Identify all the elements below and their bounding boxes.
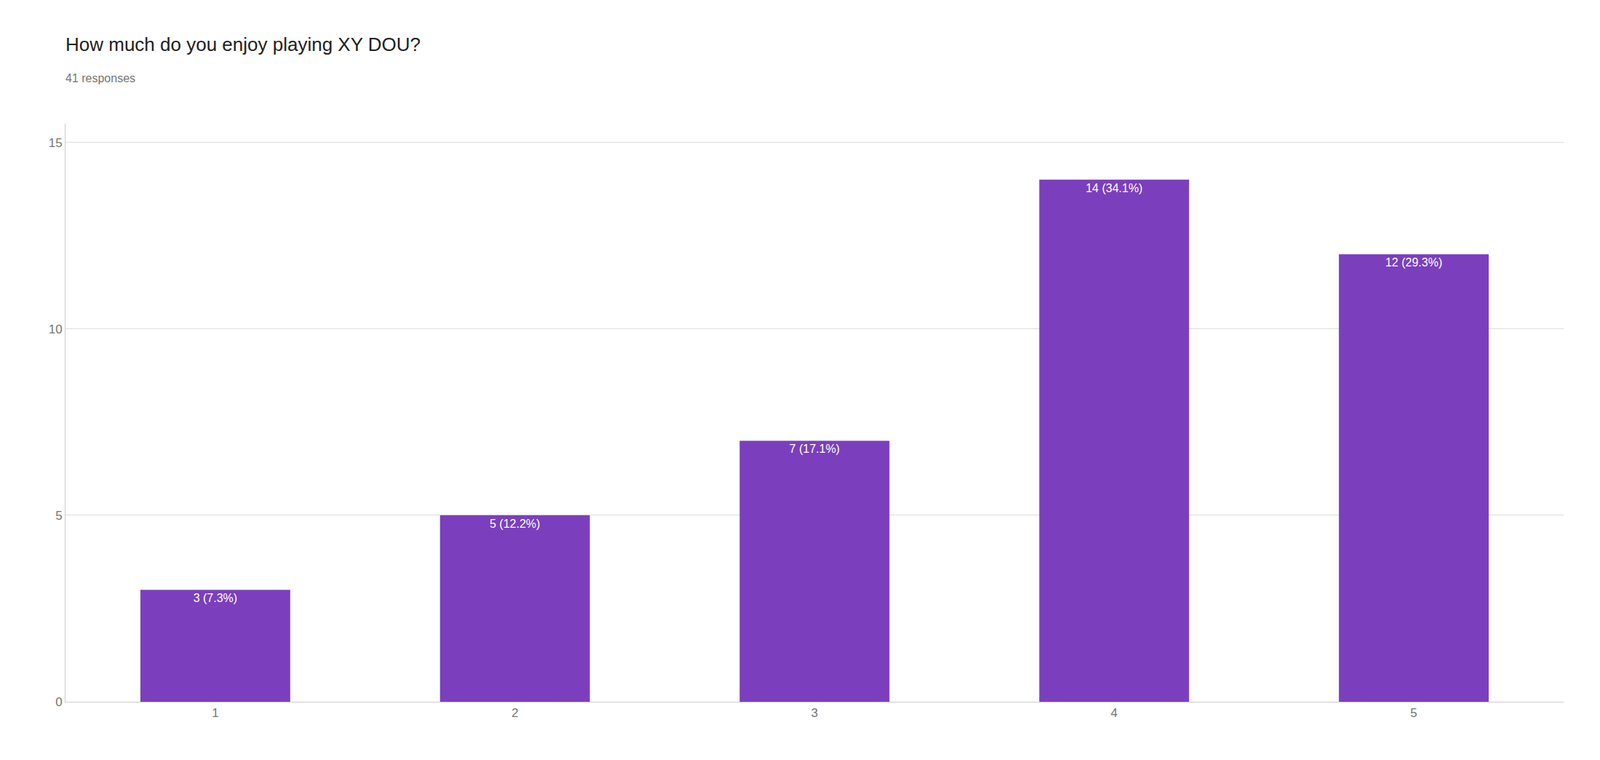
svg-text:10: 10	[48, 322, 63, 337]
svg-text:5: 5	[1410, 705, 1417, 720]
svg-text:41 responses: 41 responses	[65, 72, 136, 85]
svg-text:12 (29.3%): 12 (29.3%)	[1385, 256, 1443, 269]
svg-text:15: 15	[48, 136, 63, 150]
svg-text:5: 5	[55, 508, 62, 523]
svg-text:2: 2	[511, 705, 519, 720]
svg-text:0: 0	[55, 694, 62, 709]
svg-text:3: 3	[811, 705, 818, 720]
svg-text:14 (34.1%): 14 (34.1%)	[1085, 181, 1143, 195]
svg-text:1: 1	[211, 705, 219, 720]
svg-text:How much do you enjoy playing: How much do you enjoy playing XY DOU?	[65, 33, 421, 56]
svg-text:4: 4	[1111, 705, 1118, 720]
svg-text:5 (12.2%): 5 (12.2%)	[489, 517, 540, 530]
svg-text:3 (7.3%): 3 (7.3%)	[193, 591, 238, 604]
svg-text:7 (17.1%): 7 (17.1%)	[789, 442, 840, 455]
